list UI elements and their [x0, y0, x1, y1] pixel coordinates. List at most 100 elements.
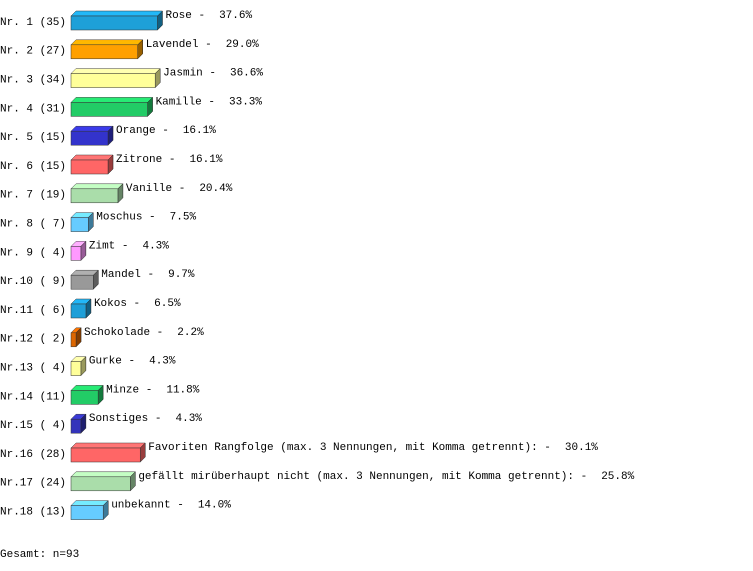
bar — [70, 298, 92, 319]
bar-name: Sonstiges - — [89, 413, 162, 425]
bar-name: gefällt mirüberhaupt nicht (max. 3 Nennu… — [138, 471, 587, 483]
bar-name: Mandel - — [101, 269, 154, 281]
bar — [70, 269, 99, 290]
bar-name: Schokolade - — [84, 327, 163, 339]
value-label: 25.8% — [601, 471, 634, 483]
bar — [70, 10, 164, 31]
row-label: Nr. 3 (34) — [0, 75, 66, 87]
value-label: 9.7% — [168, 269, 195, 281]
bar-front — [70, 274, 94, 290]
value-label: 20.4% — [199, 183, 232, 195]
bar-label: Zimt - 4.3% — [89, 240, 169, 252]
bar-label: Moschus - 7.5% — [96, 212, 196, 224]
bar-name: Moschus - — [96, 212, 155, 224]
bar-name: unbekannt - — [111, 500, 184, 512]
bar — [70, 327, 82, 348]
bar-top — [70, 183, 124, 190]
value-label: 2.2% — [177, 327, 204, 339]
bar-front — [70, 188, 119, 204]
value-label: 33.3% — [229, 96, 262, 108]
bar-label: Zitrone - 16.1% — [116, 154, 223, 166]
bar-label: Mandel - 9.7% — [101, 269, 195, 281]
bar-front — [70, 505, 104, 520]
bar — [70, 96, 154, 118]
bar-front — [70, 217, 89, 232]
bar-front — [70, 130, 109, 146]
bar — [70, 154, 114, 175]
row-label: Nr. 7 (19) — [0, 190, 66, 202]
row-label: Nr.10 ( 9) — [0, 276, 66, 288]
bar — [70, 471, 136, 492]
row-label: Nr.11 ( 6) — [0, 305, 66, 317]
bar-label: Minze - 11.8% — [106, 384, 200, 396]
bar — [70, 125, 114, 146]
bar — [70, 413, 87, 434]
row-label: Nr.13 ( 4) — [0, 363, 66, 375]
row-label: Nr.16 (28) — [0, 449, 66, 461]
bar — [70, 183, 124, 204]
bar-name: Jasmin - — [163, 68, 216, 80]
bar-top — [70, 385, 104, 391]
bar-name: Favoriten Rangfolge (max. 3 Nennungen, m… — [148, 442, 551, 454]
bar-top — [70, 68, 161, 74]
bar-front — [70, 246, 82, 261]
bar — [70, 355, 87, 377]
bar — [70, 499, 109, 521]
row-label: Nr.14 (11) — [0, 391, 66, 403]
bar-top — [70, 39, 144, 46]
bar-front — [70, 332, 77, 348]
value-label: 6.5% — [154, 298, 181, 310]
value-label: 4.3% — [149, 356, 176, 368]
bar-name: Zitrone - — [116, 154, 175, 166]
row-label: Nr. 6 (15) — [0, 161, 66, 173]
value-label: 4.3% — [176, 413, 203, 425]
row-label: Nr.15 ( 4) — [0, 420, 66, 432]
bar-front — [70, 15, 158, 31]
bar-name: Vanille - — [126, 183, 185, 195]
value-label: 36.6% — [230, 68, 263, 80]
bar-front — [70, 390, 99, 405]
value-label: 7.5% — [170, 212, 197, 224]
row-label: Nr.17 (24) — [0, 478, 66, 490]
value-label: 4.3% — [142, 240, 169, 252]
row-label: Nr.12 ( 2) — [0, 334, 66, 346]
row-label: Nr. 4 (31) — [0, 103, 66, 115]
bar-label: Jasmin - 36.6% — [163, 68, 263, 80]
bar-front — [70, 418, 82, 434]
bar-label: Vanille - 20.4% — [126, 183, 233, 195]
bar-top — [70, 154, 114, 161]
bar-name: Orange - — [116, 125, 169, 137]
bar-label: unbekannt - 14.0% — [111, 500, 231, 512]
value-label: 14.0% — [198, 500, 231, 512]
value-label: 29.0% — [226, 39, 259, 51]
bar-front — [70, 303, 87, 319]
bar-label: Lavendel - 29.0% — [146, 39, 259, 51]
bar-top — [70, 125, 114, 132]
bar — [70, 67, 161, 89]
bar-label: Gurke - 4.3% — [89, 356, 176, 368]
bar-top — [70, 10, 164, 17]
bar-front — [70, 447, 141, 463]
bar-label: gefällt mirüberhaupt nicht (max. 3 Nennu… — [138, 471, 634, 483]
bar — [70, 442, 146, 463]
bar-top — [70, 97, 154, 103]
bar-name: Kokos - — [94, 298, 140, 310]
bar-label: Favoriten Rangfolge (max. 3 Nennungen, m… — [148, 442, 598, 454]
value-label: 11.8% — [166, 384, 199, 396]
bar — [70, 39, 144, 60]
row-label: Nr. 9 ( 4) — [0, 247, 66, 259]
row-label: Nr. 8 ( 7) — [0, 219, 66, 231]
bar-front — [70, 159, 109, 175]
bar-front — [70, 73, 156, 88]
bar-front — [70, 476, 131, 492]
bar-name: Gurke - — [89, 356, 135, 368]
row-label: Nr. 5 (15) — [0, 132, 66, 144]
bar-top — [70, 442, 146, 449]
footer: Gesamt: n=93 — [0, 549, 79, 561]
row-label: Nr.18 (13) — [0, 507, 66, 519]
bar-name: Kamille - — [156, 96, 215, 108]
value-label: 16.1% — [183, 125, 216, 137]
bar-top — [70, 471, 136, 478]
bar — [70, 240, 87, 262]
